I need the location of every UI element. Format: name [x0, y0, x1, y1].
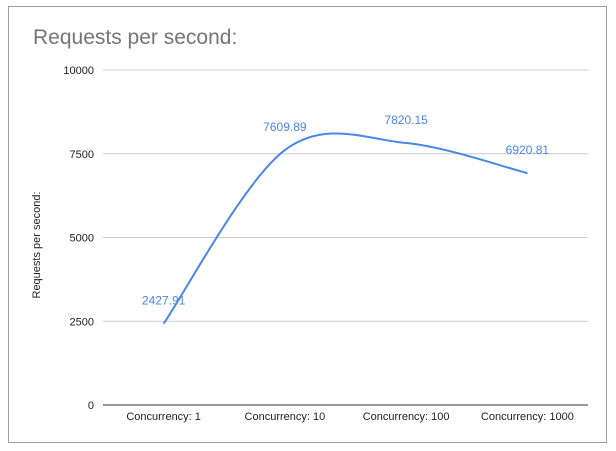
y-tick-label: 10000	[63, 65, 94, 77]
chart-title: Requests per second:	[33, 26, 238, 49]
x-tick-label: Concurrency: 10	[245, 411, 326, 423]
series-line	[162, 132, 528, 325]
y-tick-labels: 0 2500 5000 7500 10000	[63, 65, 94, 412]
y-tick-label: 0	[88, 400, 94, 412]
data-label: 2427.91	[142, 294, 186, 308]
x-tick-label: Concurrency: 1	[126, 411, 201, 423]
data-label: 6920.81	[506, 143, 550, 157]
x-tick-label: Concurrency: 100	[363, 411, 450, 423]
y-axis-label: Requests per second:	[31, 191, 43, 298]
data-label: 7820.15	[384, 113, 428, 127]
y-tick-label: 2500	[70, 316, 94, 328]
grid-lines	[103, 69, 588, 406]
y-tick-label: 5000	[70, 233, 94, 245]
y-tick-label: 7500	[70, 149, 94, 161]
x-tick-label: Concurrency: 1000	[481, 411, 574, 423]
chart-frame	[8, 6, 607, 443]
data-label: 7609.89	[263, 120, 307, 134]
x-tick-labels: Concurrency: 1 Concurrency: 10 Concurrency…	[126, 411, 574, 423]
data-labels: 2427.91 7609.89 7820.15 6920.81	[142, 113, 549, 308]
